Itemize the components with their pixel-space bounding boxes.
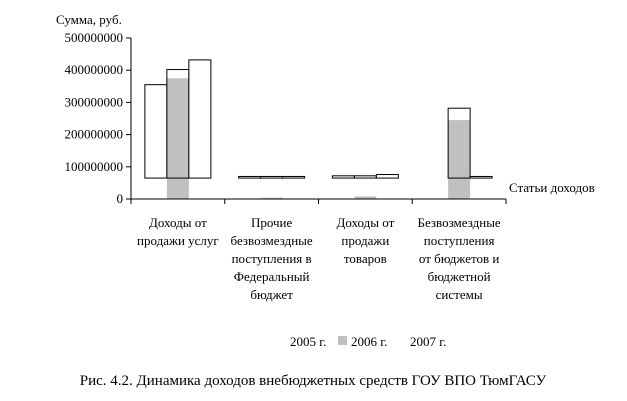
category-labels: Доходы от продажи услуг Прочие безвозмездны… [137,215,501,302]
y-tick-label: 100000000 [65,159,124,174]
category-label: поступления в [232,251,312,266]
legend-label: 2005 г. [290,334,326,349]
bar [260,175,284,179]
bar [354,196,377,199]
category-label: Прочие [251,215,293,230]
bar [469,175,493,179]
bar [353,175,377,179]
category-label: продажи услуг [137,233,219,248]
bar [375,174,399,179]
category-label: Доходы от [149,215,207,230]
category-label: Федеральный [234,269,310,284]
y-tick-label: 500000000 [65,30,124,45]
y-tick-label: 0 [117,191,124,206]
category-label: Безвозмездные [418,215,501,230]
legend-label: 2007 г. [410,334,446,349]
y-tick-label: 300000000 [65,94,124,109]
y-ticks: 0 100000000 200000000 300000000 400000000 500… [65,30,131,206]
bar [448,120,471,199]
bar [188,59,212,179]
category-label: от бюджетов и [419,251,500,266]
bar [238,175,262,179]
legend-label: 2006 г. [351,334,387,349]
y-axis-label: Сумма, руб. [56,12,122,27]
bar [144,84,168,179]
y-tick-label: 400000000 [65,62,124,77]
y-tick-label: 200000000 [65,127,124,142]
bars [144,59,493,199]
category-label: бюджетной [428,269,491,284]
legend: 2005 г. 2006 г. 2007 г. [290,334,446,349]
category-label: безвозмездные [231,233,313,248]
category-label: продажи [341,233,389,248]
category-label: товаров [344,251,387,266]
category-label: бюджет [250,287,293,302]
category-label: поступления [424,233,495,248]
bar [282,175,306,179]
category-label: системы [436,287,483,302]
bar [260,197,283,199]
bar [331,175,355,179]
x-axis-label: Статьи доходов [509,180,595,195]
figure-caption: Рис. 4.2. Динамика доходов внебюджетных … [80,373,547,389]
bar [166,78,189,199]
bar [447,107,471,179]
axes [130,38,507,204]
category-label: Доходы от [336,215,394,230]
legend-swatch [338,336,347,345]
